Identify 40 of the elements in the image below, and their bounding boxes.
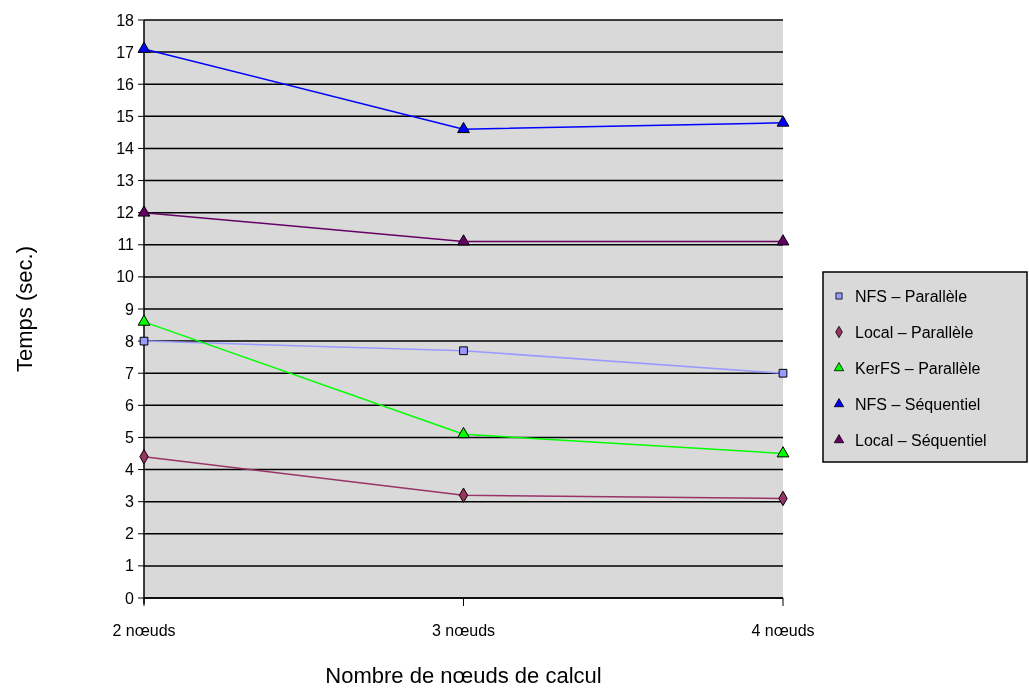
x-tick-label: 4 nœuds (751, 622, 815, 639)
y-tick-label: 10 (116, 268, 135, 286)
point (776, 446, 790, 458)
point (457, 234, 470, 246)
point (137, 41, 151, 53)
point (457, 426, 470, 439)
y-tick-label: 6 (125, 396, 135, 414)
legend-label: NFS – Parallèle (855, 287, 968, 305)
point (137, 205, 151, 217)
y-tick-label: 9 (125, 300, 135, 318)
y-tick-label: 11 (117, 236, 135, 254)
legend-label: Local – Parallèle (855, 323, 974, 341)
legend-label: KerFS – Parallèle (855, 359, 981, 377)
point (776, 115, 790, 127)
x-axis-title: Nombre de nœuds de calcul (325, 663, 602, 688)
y-tick-label: 7 (125, 364, 135, 382)
y-tick-label: 0 (125, 589, 135, 607)
point (778, 368, 788, 378)
y-tick-label: 8 (125, 332, 135, 350)
y-tick-label: 16 (116, 75, 135, 93)
y-tick-label: 18 (116, 11, 135, 29)
y-tick-label: 13 (116, 172, 135, 190)
y-tick-label: 5 (125, 429, 135, 447)
x-tick-label: 3 nœuds (431, 622, 496, 639)
y-tick-label: 1 (125, 557, 135, 575)
point (457, 121, 470, 134)
legend-label: Local – Séquentiel (855, 431, 987, 449)
point (459, 346, 468, 356)
y-tick-label: 3 (125, 493, 135, 511)
y-tick-label: 14 (116, 140, 135, 158)
y-tick-label: 12 (116, 204, 135, 222)
legend-label: NFS – Séquentiel (855, 395, 981, 413)
point (137, 314, 151, 326)
y-tick-label: 15 (116, 107, 135, 125)
y-tick-label: 2 (125, 525, 135, 543)
x-tick-label: 2 nœuds (112, 622, 176, 639)
y-tick-label: 4 (125, 461, 135, 479)
point (776, 234, 790, 246)
y-axis-title: Temps (sec.) (12, 246, 37, 372)
y-tick-label: 17 (116, 43, 135, 61)
